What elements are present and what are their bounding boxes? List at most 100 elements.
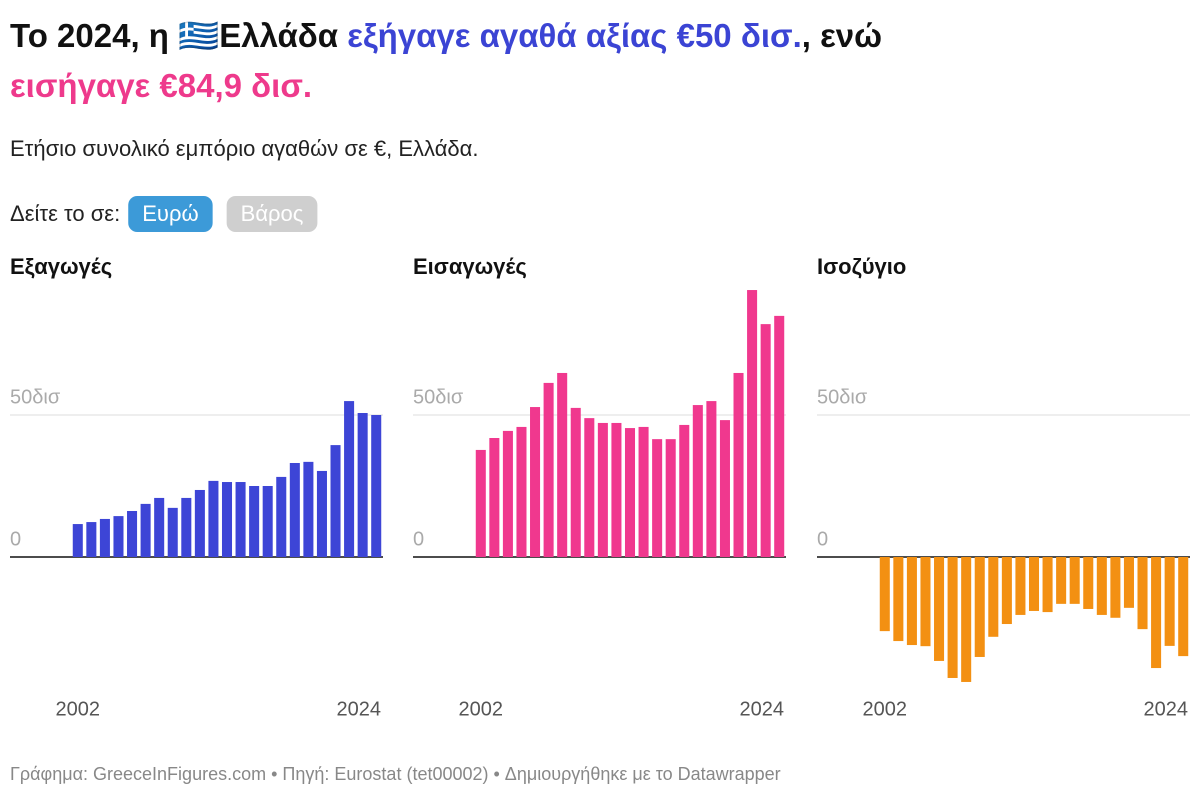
- bar: [113, 516, 124, 557]
- bar: [530, 407, 541, 557]
- bar: [879, 557, 890, 632]
- bar: [774, 315, 785, 557]
- panel-title: Εξαγωγές: [10, 254, 112, 279]
- bar: [344, 401, 355, 557]
- bar: [1096, 557, 1107, 615]
- bar: [1151, 557, 1162, 669]
- subtitle: Ετήσιο συνολικό εμπόριο αγαθών σε €, Ελλ…: [10, 136, 479, 161]
- bar: [303, 461, 314, 557]
- bar: [719, 420, 730, 557]
- bar: [221, 482, 233, 557]
- bar: [706, 401, 717, 557]
- title-part: Το 2024, η 🇬🇷Ελλάδα: [10, 17, 347, 54]
- bar: [624, 428, 636, 557]
- x-tick-label: 2002: [459, 698, 504, 720]
- bar: [86, 522, 97, 557]
- bar: [934, 557, 945, 661]
- bar: [262, 486, 273, 557]
- bar: [99, 518, 110, 557]
- y-tick-label: 0: [413, 528, 424, 550]
- button-label[interactable]: Βάρος: [241, 201, 304, 226]
- bar: [181, 497, 192, 557]
- bar: [665, 439, 676, 557]
- bar: [638, 426, 649, 557]
- bar: [557, 372, 568, 557]
- bar: [194, 489, 205, 557]
- bar: [72, 524, 83, 557]
- bar: [1123, 557, 1134, 608]
- toggle-label: Δείτε το σε:: [10, 201, 120, 226]
- toggle-button[interactable]: Ευρώ: [128, 196, 213, 232]
- title: εισήγαγε €84,9 δισ.: [10, 67, 312, 104]
- bar: [597, 422, 608, 557]
- button-bg[interactable]: [128, 196, 213, 232]
- bar: [893, 557, 904, 642]
- bar: [1164, 557, 1175, 646]
- bar: [1028, 557, 1040, 611]
- bar: [947, 557, 958, 678]
- toggle-button[interactable]: Βάρος: [226, 196, 318, 232]
- x-tick-label: 2024: [740, 698, 785, 720]
- bar: [961, 557, 972, 682]
- bar: [489, 438, 500, 557]
- bar: [543, 382, 554, 557]
- bar: [502, 430, 513, 557]
- y-tick-label: 0: [817, 528, 828, 550]
- bar: [1137, 557, 1148, 630]
- bar: [679, 424, 690, 557]
- y-tick-label: 50δισ: [10, 386, 61, 408]
- title-part: εισήγαγε €84,9 δισ.: [10, 67, 312, 104]
- bar: [733, 372, 744, 557]
- bar: [475, 449, 486, 557]
- title-part: εξήγαγε αγαθά αξίας €50 δισ.: [347, 17, 801, 54]
- bar: [316, 470, 327, 557]
- bar: [692, 405, 703, 557]
- button-label[interactable]: Ευρώ: [142, 201, 198, 226]
- x-tick-label: 2002: [863, 698, 908, 720]
- bar: [127, 510, 138, 557]
- bar: [747, 290, 758, 557]
- bar: [249, 486, 260, 557]
- bar: [289, 462, 300, 557]
- bar: [974, 557, 985, 657]
- bar: [1056, 557, 1067, 604]
- title: Το 2024, η 🇬🇷Ελλάδα εξήγαγε αγαθά αξίας …: [10, 17, 882, 54]
- panel-title: Ισοζύγιο: [817, 254, 906, 279]
- bar: [906, 557, 917, 646]
- bar: [330, 445, 341, 557]
- bar: [1015, 557, 1026, 615]
- bar: [1083, 557, 1094, 609]
- bar: [140, 503, 151, 557]
- bar: [1178, 557, 1189, 657]
- bar: [357, 413, 368, 557]
- x-tick-label: 2024: [1144, 698, 1189, 720]
- x-tick-label: 2024: [337, 698, 382, 720]
- bar: [516, 426, 527, 557]
- bar: [1001, 557, 1012, 625]
- bar: [570, 407, 581, 557]
- x-tick-label: 2002: [56, 698, 101, 720]
- bar: [584, 418, 595, 557]
- bar: [235, 482, 246, 557]
- bar: [208, 480, 219, 557]
- bar: [920, 557, 931, 647]
- bar: [760, 324, 771, 557]
- bar: [167, 507, 178, 557]
- bar: [371, 415, 382, 557]
- footer: Γράφημα: GreeceInFigures.com • Πηγή: Eur…: [10, 764, 781, 784]
- bar: [154, 497, 165, 557]
- button-bg[interactable]: [226, 196, 318, 232]
- bar: [988, 557, 999, 637]
- bar: [1110, 557, 1121, 618]
- bar: [1069, 557, 1080, 604]
- bar: [611, 422, 622, 557]
- y-tick-label: 50δισ: [817, 386, 868, 408]
- bar: [276, 476, 287, 557]
- panel-title: Εισαγωγές: [413, 254, 527, 279]
- bar: [652, 439, 663, 557]
- y-tick-label: 0: [10, 528, 21, 550]
- y-tick-label: 50δισ: [413, 386, 464, 408]
- title-part: , ενώ: [802, 17, 882, 54]
